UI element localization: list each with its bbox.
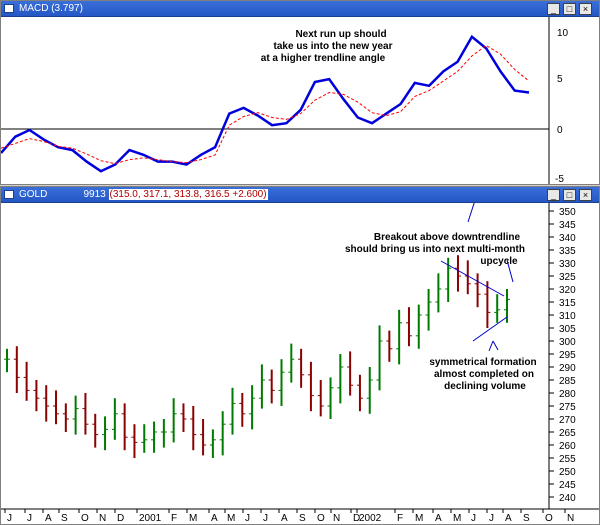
gold-tick-245: 245 bbox=[559, 480, 576, 491]
chart-window-icon bbox=[4, 4, 14, 13]
x-tick-m: M bbox=[189, 513, 197, 524]
x-tick-s: S bbox=[299, 513, 306, 524]
breakout-annotation-line3: upcycle bbox=[480, 256, 518, 267]
x-tick-n: N bbox=[567, 513, 574, 524]
x-tick-a: A bbox=[45, 513, 52, 524]
gold-tick-240: 240 bbox=[559, 493, 576, 504]
x-tick-m: M bbox=[415, 513, 423, 524]
gold-tick-285: 285 bbox=[559, 376, 576, 387]
connector-line bbox=[467, 203, 475, 223]
macd-title: MACD (3.797) bbox=[19, 3, 83, 14]
gold-titlebar[interactable]: GOLD 9913 (315.0, 317.1, 313.8, 316.5 +2… bbox=[1, 187, 599, 203]
formation-arrow-icon bbox=[488, 340, 499, 352]
x-tick-j: J bbox=[471, 513, 476, 524]
upcycle-arrow-line bbox=[506, 259, 514, 283]
x-tick-d: D bbox=[353, 513, 360, 524]
macd-titlebar[interactable]: MACD (3.797) _ □ × bbox=[1, 1, 599, 17]
x-tick-f: F bbox=[397, 513, 403, 524]
x-tick-o: O bbox=[81, 513, 89, 524]
signal-line bbox=[1, 44, 530, 165]
x-tick-d: D bbox=[117, 513, 124, 524]
x-tick-j: J bbox=[27, 513, 32, 524]
x-tick-a: A bbox=[435, 513, 442, 524]
gold-tick-305: 305 bbox=[559, 324, 576, 335]
macd-annotation-line3: at a higher trendline angle bbox=[261, 53, 386, 64]
close-button[interactable]: × bbox=[579, 3, 592, 15]
x-tick-m: M bbox=[453, 513, 461, 524]
uptrendline bbox=[472, 316, 508, 342]
chart-window-icon bbox=[4, 190, 14, 199]
maximize-button[interactable]: □ bbox=[563, 3, 576, 15]
gold-tick-330: 330 bbox=[559, 259, 576, 270]
macd-annotation-line2: take us into the new year bbox=[274, 41, 393, 52]
x-tick-s: S bbox=[61, 513, 68, 524]
breakout-annotation-line1: Breakout above downtrendline bbox=[374, 232, 521, 243]
x-tick-a: A bbox=[211, 513, 218, 524]
x-tick-n: N bbox=[99, 513, 106, 524]
gold-tick-325: 325 bbox=[559, 272, 576, 283]
gold-value: 9913 bbox=[83, 189, 106, 200]
x-tick-m: M bbox=[227, 513, 235, 524]
x-tick-j: J bbox=[263, 513, 268, 524]
gold-tick-320: 320 bbox=[559, 285, 576, 296]
macd-tick-5: 5 bbox=[557, 74, 563, 85]
gold-tick-295: 295 bbox=[559, 350, 576, 361]
macd-annotation-line1: Next run up should bbox=[295, 29, 386, 40]
x-tick-2001: 2001 bbox=[139, 513, 162, 524]
macd-tick-0: 0 bbox=[557, 125, 563, 136]
gold-tick-290: 290 bbox=[559, 363, 576, 374]
gold-tick-280: 280 bbox=[559, 389, 576, 400]
maximize-button[interactable]: □ bbox=[563, 189, 576, 201]
x-tick-a: A bbox=[281, 513, 288, 524]
gold-tick-260: 260 bbox=[559, 441, 576, 452]
x-tick-s: S bbox=[523, 513, 530, 524]
gold-tick-340: 340 bbox=[559, 233, 576, 244]
minimize-button[interactable]: _ bbox=[547, 189, 560, 201]
minimize-button[interactable]: _ bbox=[547, 3, 560, 15]
close-button[interactable]: × bbox=[579, 189, 592, 201]
gold-symbol: GOLD bbox=[19, 189, 48, 200]
gold-chart: 350 345 340 335 330 325 320 315 310 305 300 295 290 2… bbox=[1, 203, 599, 524]
x-tick-f: F bbox=[171, 513, 177, 524]
formation-annotation-line1: symmetrical formation bbox=[429, 357, 536, 368]
x-tick-j: J bbox=[489, 513, 494, 524]
x-tick-j: J bbox=[7, 513, 12, 524]
gold-tick-335: 335 bbox=[559, 246, 576, 257]
gold-tick-300: 300 bbox=[559, 337, 576, 348]
gold-tick-270: 270 bbox=[559, 415, 576, 426]
gold-quote: (315.0, 317.1, 313.8, 316.5 +2.600) bbox=[108, 189, 268, 200]
x-tick-o: O bbox=[317, 513, 325, 524]
gold-title: GOLD 9913 (315.0, 317.1, 313.8, 316.5 +2… bbox=[19, 189, 268, 200]
macd-line bbox=[1, 34, 530, 173]
gold-tick-250: 250 bbox=[559, 467, 576, 478]
macd-tick-neg5: -5 bbox=[555, 174, 564, 184]
x-tick-a: A bbox=[505, 513, 512, 524]
formation-annotation-line2: almost completed on bbox=[434, 369, 534, 380]
macd-panel: MACD (3.797) _ □ × 10 5 0 -5 Next run up… bbox=[0, 0, 600, 185]
macd-chart: 10 5 0 -5 Next run up should take us int… bbox=[1, 17, 569, 184]
x-tick-o: O bbox=[545, 513, 553, 524]
gold-tick-275: 275 bbox=[559, 402, 576, 413]
gold-panel: GOLD 9913 (315.0, 317.1, 313.8, 316.5 +2… bbox=[0, 186, 600, 525]
gold-tick-310: 310 bbox=[559, 311, 576, 322]
breakout-annotation-line2: should bring us into next multi-month bbox=[345, 244, 525, 255]
x-tick-2002: 2002 bbox=[359, 513, 382, 524]
downtrendline bbox=[440, 260, 505, 297]
x-tick-j: J bbox=[245, 513, 250, 524]
macd-tick-10: 10 bbox=[557, 28, 569, 39]
x-tick-n: N bbox=[333, 513, 340, 524]
gold-tick-265: 265 bbox=[559, 428, 576, 439]
formation-annotation-line3: declining volume bbox=[444, 381, 526, 392]
gold-tick-315: 315 bbox=[559, 298, 576, 309]
gold-tick-255: 255 bbox=[559, 454, 576, 465]
gold-tick-345: 345 bbox=[559, 220, 576, 231]
gold-tick-350: 350 bbox=[559, 207, 576, 218]
